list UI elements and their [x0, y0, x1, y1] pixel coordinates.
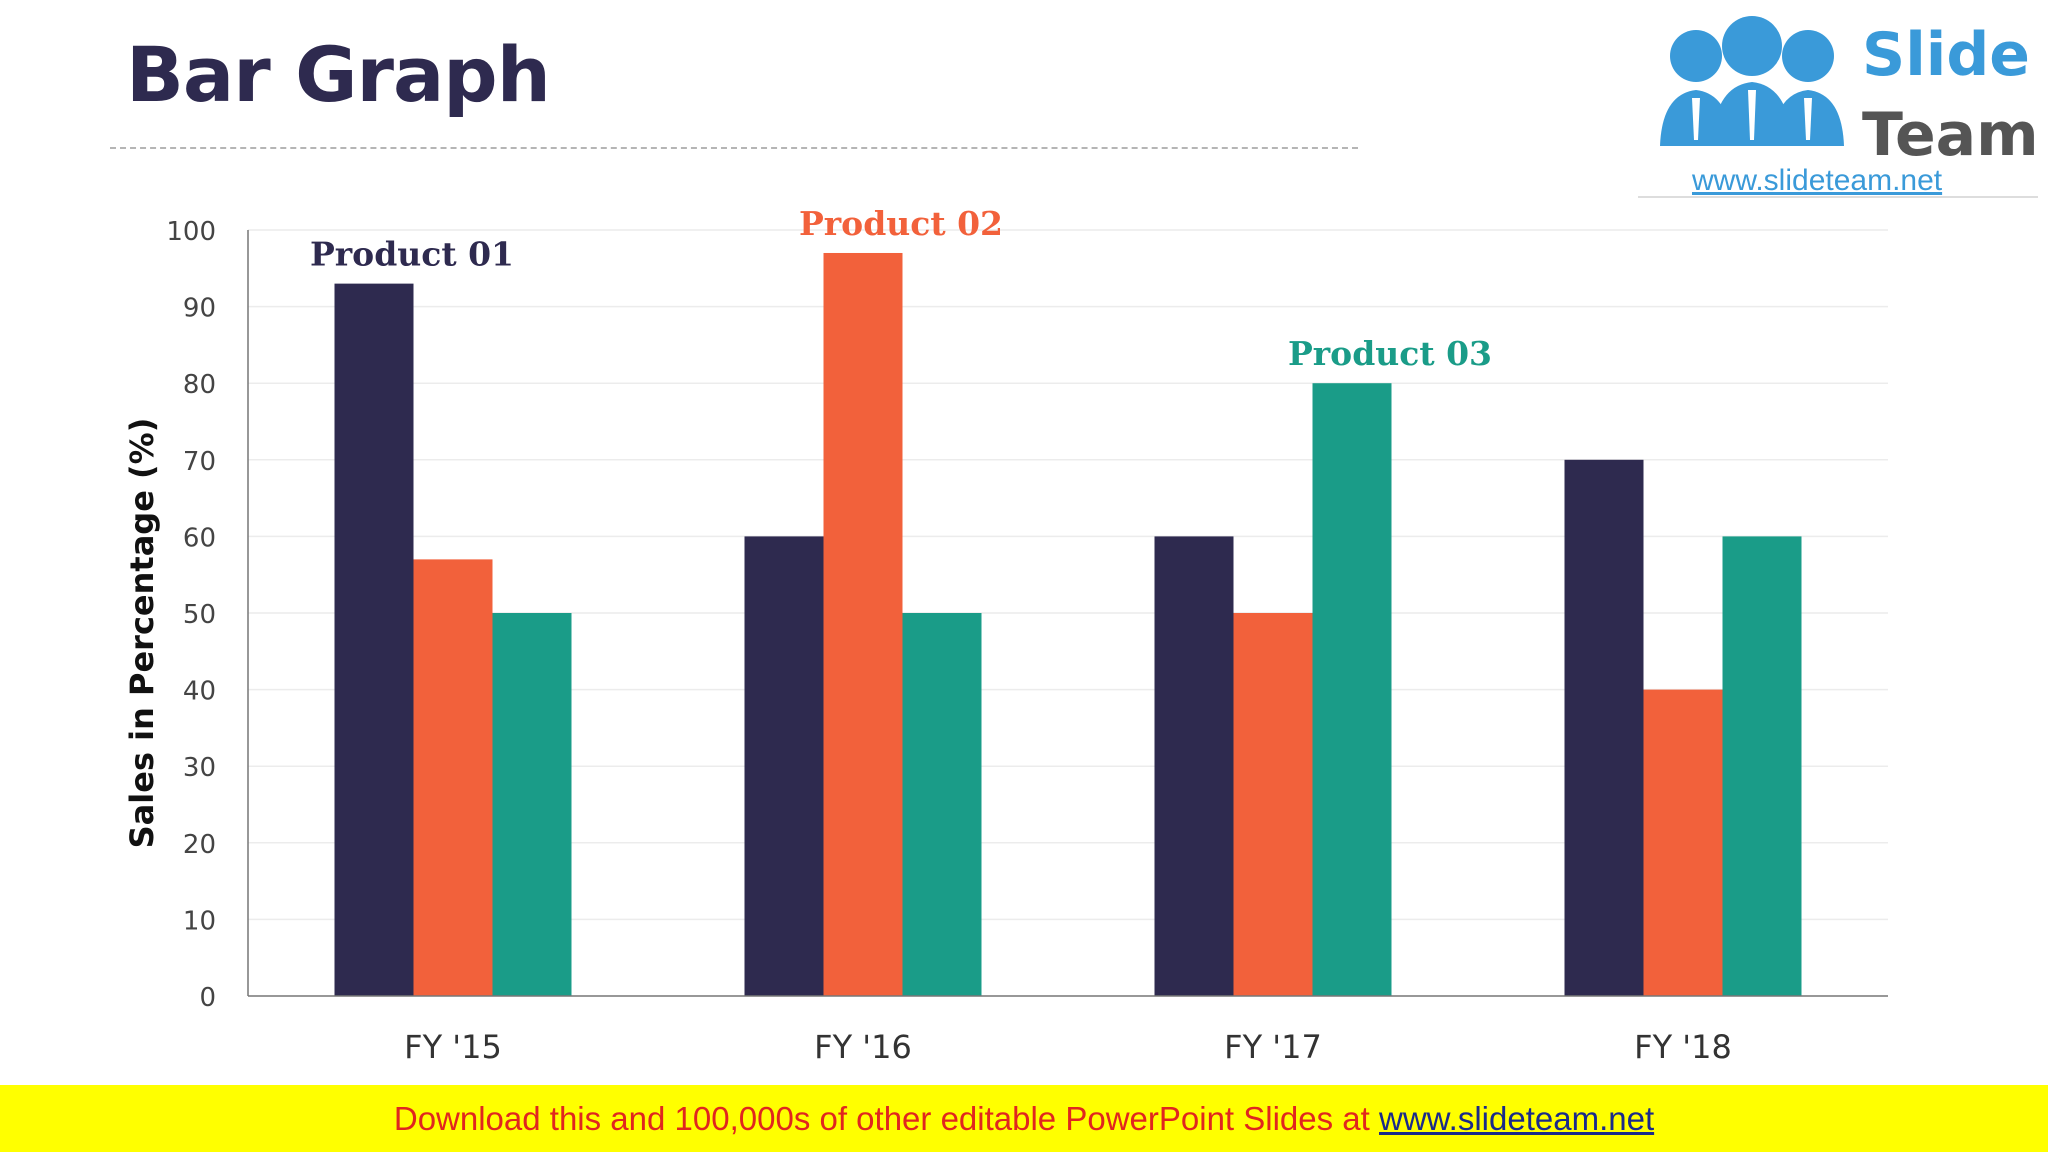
logo-text-slide: Slide — [1862, 20, 2030, 90]
y-tick-label: 30 — [183, 753, 216, 783]
bar-2-1 — [413, 559, 493, 996]
y-tick-label: 50 — [183, 600, 216, 630]
y-axis-title: Sales in Percentage (%) — [123, 418, 161, 849]
x-tick-label: FY '17 — [1224, 1028, 1322, 1066]
y-tick-label: 100 — [166, 217, 216, 247]
footer-text: Download this and 100,000s of other edit… — [0, 1085, 2048, 1152]
y-tick-label: 70 — [183, 447, 216, 477]
logo-divider — [1638, 196, 2038, 198]
bar-3-3 — [1312, 383, 1392, 996]
bar-2-2 — [823, 252, 903, 997]
axes: 0 10 20 30 40 50 60 70 80 90 100 Sales in Percentag… — [123, 217, 1888, 1066]
bar-3-2 — [902, 613, 982, 996]
series-label: Product 03 — [1288, 334, 1492, 373]
x-tick-label: FY '16 — [814, 1028, 912, 1066]
bar-1-2 — [744, 536, 824, 996]
footer-message: Download this and 100,000s of other edit… — [393, 1100, 1379, 1137]
title-divider — [110, 147, 1358, 149]
bar-2-4 — [1643, 689, 1723, 996]
slide-title: Bar Graph — [126, 30, 551, 119]
y-tick-label: 80 — [183, 370, 216, 400]
y-tick-label: 60 — [183, 523, 216, 553]
y-tick-label: 20 — [183, 830, 216, 860]
logo-url[interactable]: www.slideteam.net — [1692, 164, 1943, 197]
footer-link[interactable]: www.slideteam.net — [1379, 1100, 1655, 1137]
bar-1-4 — [1564, 459, 1644, 996]
bar-3-4 — [1722, 536, 1802, 996]
footer-banner: Download this and 100,000s of other edit… — [0, 1085, 2048, 1152]
y-tick-label: 90 — [183, 294, 216, 324]
x-tick-label: FY '18 — [1634, 1028, 1732, 1066]
bar-1-1 — [334, 283, 414, 996]
people-logo-icon — [1660, 16, 1844, 146]
bar-2-3 — [1233, 613, 1313, 996]
bar-chart: 0 10 20 30 40 50 60 70 80 90 100 Sales in Percentag… — [123, 204, 1888, 1066]
slideteam-logo: Slide Team www.slideteam.net — [1638, 8, 2039, 198]
y-tick-label: 40 — [183, 677, 216, 707]
logo-text-team: Team — [1862, 100, 2039, 170]
y-tick-label: 0 — [199, 983, 216, 1013]
y-tick-label: 10 — [183, 906, 216, 936]
bar-1-3 — [1154, 536, 1234, 996]
bar-3-1 — [492, 613, 572, 996]
x-tick-label: FY '15 — [404, 1028, 502, 1066]
bars — [334, 252, 1802, 997]
chart-labels: Product 01 Product 02 Product 03 — [310, 204, 1492, 373]
series-label: Product 02 — [799, 204, 1003, 243]
series-label: Product 01 — [310, 235, 514, 274]
